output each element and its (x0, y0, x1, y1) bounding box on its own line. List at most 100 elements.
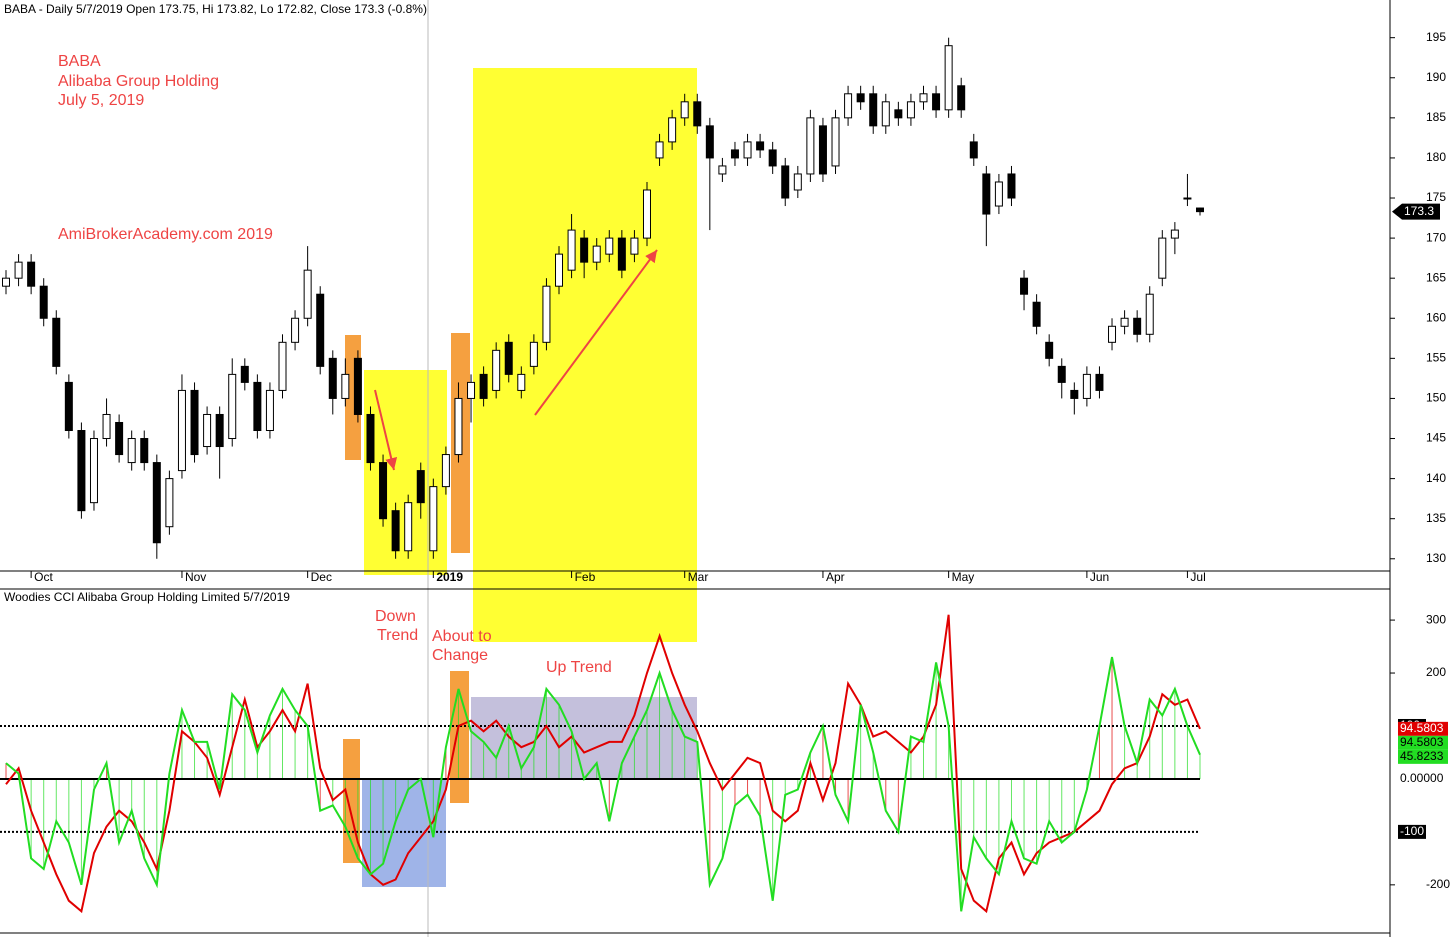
candle-body (203, 413, 212, 448)
candle-body (253, 381, 262, 432)
candle-body (1183, 197, 1192, 200)
x-tick-label: Oct (34, 570, 53, 584)
x-tick-label: May (952, 570, 975, 584)
candle-body (718, 165, 727, 175)
candle-body (89, 438, 98, 504)
candle-body (64, 381, 73, 432)
candle-body (1020, 277, 1029, 295)
annotation: Up Trend (546, 659, 612, 676)
candle-body (2, 277, 10, 287)
y-tick-label: 185 (1426, 110, 1446, 124)
arrow (534, 249, 658, 416)
annotation: About to (432, 628, 492, 645)
level-tag (1398, 771, 1448, 786)
chart-title: Woodies CCI Alibaba Group Holding Limite… (4, 590, 290, 604)
candle-body (919, 93, 928, 103)
x-tick-label: Dec (311, 570, 332, 584)
candle-body (278, 341, 287, 391)
y-tick-label: 195 (1426, 30, 1446, 44)
candle-body (177, 389, 186, 472)
candle-body (52, 317, 61, 367)
candle-body (1145, 293, 1154, 335)
candle-body (567, 229, 576, 271)
candle-body (366, 413, 375, 464)
y-tick-label: 170 (1426, 230, 1446, 244)
candle-body (102, 413, 111, 440)
level-label: -100 (1400, 824, 1424, 838)
candle-body (844, 93, 853, 119)
candle-body (705, 125, 714, 159)
annotation: AmiBrokerAcademy.com 2019 (58, 226, 273, 243)
y-tick-label: 300 (1426, 612, 1446, 626)
y-tick-label: 190 (1426, 70, 1446, 84)
candle-body (429, 486, 438, 552)
value-label: 94.5803 (1400, 721, 1444, 735)
candle-body (982, 173, 991, 215)
y-tick-label: 200 (1426, 665, 1446, 679)
candle-body (693, 101, 702, 127)
level-label: 0.00000 (1400, 771, 1444, 785)
candle-body (328, 357, 337, 399)
candle-body (768, 149, 777, 167)
candle-body (454, 397, 463, 456)
x-tick-label: Jun (1090, 570, 1109, 584)
candle-body (467, 381, 476, 399)
annotation: July 5, 2019 (58, 92, 144, 109)
y-tick-label: -200 (1426, 877, 1450, 891)
y-tick-label: 165 (1426, 270, 1446, 284)
candle-body (932, 93, 941, 111)
value-tag (1398, 749, 1448, 764)
candle-body (806, 117, 815, 175)
candle-body (127, 438, 136, 464)
value-tag (1398, 735, 1448, 750)
candle-body (1133, 317, 1142, 335)
candle-body (165, 478, 174, 528)
arrow (374, 389, 398, 471)
x-tick-label: Mar (688, 570, 709, 584)
candle-body (1057, 365, 1066, 383)
annotation: Change (432, 647, 488, 664)
x-tick-label: 2019 (436, 570, 463, 584)
candle-body (756, 141, 765, 151)
y-tick-label: 175 (1426, 190, 1446, 204)
candle-body (1045, 341, 1054, 359)
candle-body (303, 269, 312, 319)
candle-body (592, 245, 601, 263)
candle-body (680, 101, 689, 119)
last-price-tag (1392, 203, 1440, 220)
level-tag (1398, 824, 1426, 839)
candle-body (152, 462, 161, 544)
cci-line (5, 656, 1201, 912)
candle-body (869, 93, 878, 127)
candle-body (316, 293, 325, 367)
candle-body (642, 189, 651, 239)
candle-body (856, 93, 865, 103)
y-tick-label: 180 (1426, 150, 1446, 164)
y-tick-label: 135 (1426, 511, 1446, 525)
candle-body (630, 237, 639, 255)
candle-body (504, 341, 513, 375)
candle-body (441, 454, 450, 488)
candle-body (492, 349, 501, 391)
candle-body (655, 141, 664, 159)
x-tick-label: Apr (826, 570, 845, 584)
candle-body (818, 125, 827, 175)
candle-body (416, 470, 425, 504)
candle-body (14, 261, 23, 279)
candle-body (353, 357, 362, 415)
candle-body (555, 253, 564, 287)
candle-body (517, 373, 526, 391)
x-tick-label: Feb (575, 570, 596, 584)
candle-body (190, 389, 199, 456)
candle-body (1120, 317, 1129, 327)
annotation: Alibaba Group Holding (58, 73, 219, 90)
candle-body (140, 438, 149, 464)
candle-body (957, 85, 966, 111)
last-price-label: 173.3 (1404, 204, 1434, 218)
candle-body (1170, 229, 1179, 239)
y-tick-label: 145 (1426, 431, 1446, 445)
candle-body (781, 165, 790, 199)
candle-body (77, 430, 86, 512)
